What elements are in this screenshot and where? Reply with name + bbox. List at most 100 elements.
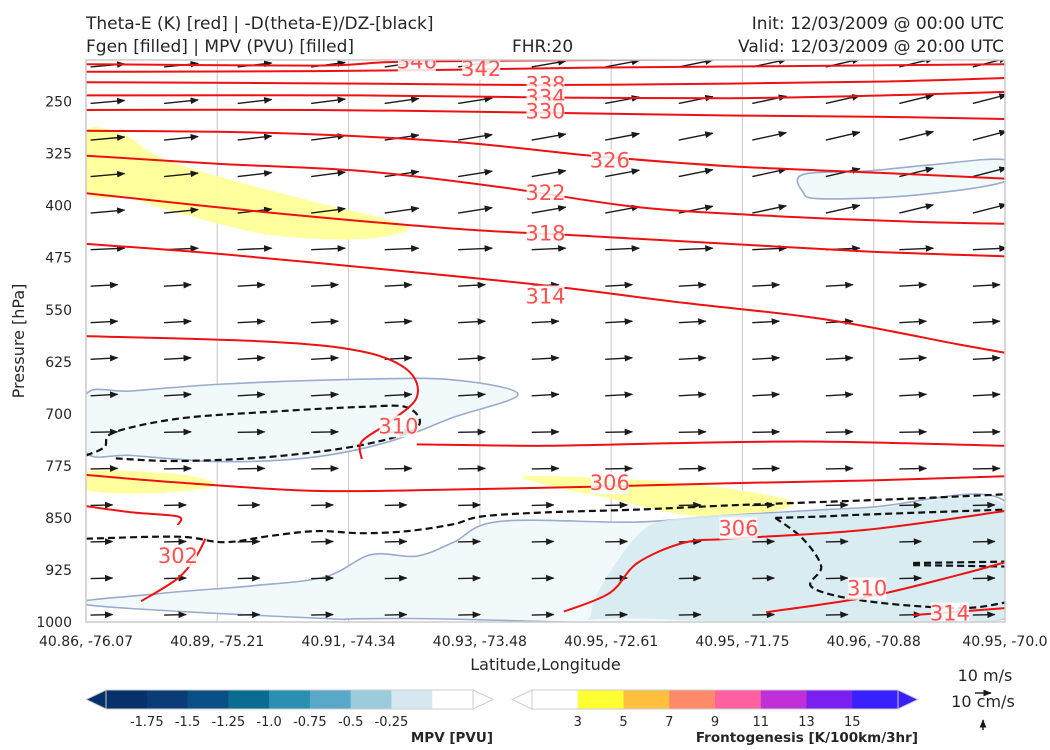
mpv-colorbar-segment bbox=[106, 690, 148, 709]
x-tick-label: 40.95, -71.75 bbox=[695, 634, 789, 650]
wind-vector bbox=[752, 245, 788, 252]
wind-vector bbox=[531, 60, 567, 68]
mpv-colorbar-segment bbox=[228, 690, 270, 709]
x-tick-label: 40.95, -72.61 bbox=[564, 634, 658, 650]
wind-vector bbox=[90, 134, 126, 142]
theta-e-label: 318 bbox=[525, 221, 565, 245]
wind-vector bbox=[605, 501, 629, 509]
wind-vector bbox=[384, 318, 413, 326]
fgen-colorbar-segment bbox=[715, 690, 762, 709]
reference-vector-label-vertical: 10 cm/s bbox=[951, 692, 1015, 711]
wind-vector bbox=[237, 611, 261, 619]
wind-vector bbox=[164, 318, 192, 326]
wind-vector bbox=[311, 318, 339, 326]
init-time: Init: 12/03/2009 @ 00:00 UTC bbox=[751, 14, 1004, 34]
wind-vector bbox=[678, 465, 707, 472]
mpv-colorbar-tick: -1.0 bbox=[256, 715, 281, 730]
y-tick-label: 325 bbox=[45, 147, 72, 163]
y-tick-label: 475 bbox=[45, 251, 72, 267]
wind-vector bbox=[458, 354, 487, 362]
theta-e-label: 346 bbox=[397, 49, 437, 73]
wind-vector bbox=[678, 318, 707, 326]
mpv-colorbar-tick: -0.5 bbox=[338, 715, 363, 730]
wind-vector bbox=[384, 538, 408, 546]
wind-vector bbox=[605, 131, 641, 141]
wind-vector bbox=[972, 281, 1001, 289]
wind-vector bbox=[458, 95, 494, 105]
wind-vector bbox=[605, 428, 634, 436]
wind-vector bbox=[458, 611, 482, 619]
wind-vector bbox=[237, 538, 261, 546]
dtheta-dz-contour bbox=[913, 560, 1005, 565]
wind-vector bbox=[237, 245, 273, 252]
wind-vector bbox=[90, 574, 114, 582]
wind-vector bbox=[678, 428, 707, 436]
mpv-colorbar-extension bbox=[472, 689, 495, 710]
wind-vector bbox=[825, 281, 854, 289]
wind-vector bbox=[899, 574, 923, 582]
wind-vector bbox=[972, 574, 996, 582]
wind-vector bbox=[899, 465, 928, 472]
wind-vector bbox=[605, 168, 641, 178]
y-tick-label: 400 bbox=[45, 199, 72, 215]
wind-vector bbox=[678, 611, 702, 619]
y-tick-label: 850 bbox=[45, 511, 72, 527]
wind-vector bbox=[752, 574, 776, 582]
wind-vector bbox=[237, 97, 273, 105]
fgen-colorbar-frame bbox=[531, 689, 899, 710]
wind-vector bbox=[458, 205, 494, 214]
title-fgen-mpv: Fgen [filled] | MPV (PVU) [filled] bbox=[86, 37, 355, 57]
y-tick-label: 1000 bbox=[36, 615, 72, 631]
fgen-colorbar-tick: 7 bbox=[665, 715, 673, 730]
wind-vector bbox=[311, 611, 334, 619]
wind-vector bbox=[899, 538, 923, 546]
wind-vector bbox=[825, 538, 849, 546]
wind-vector bbox=[164, 428, 192, 436]
dtheta-dz-contour bbox=[775, 508, 1005, 519]
wind-vector bbox=[237, 574, 261, 582]
wind-vector bbox=[531, 205, 567, 214]
y-tick-label: 550 bbox=[45, 303, 72, 319]
wind-vector bbox=[90, 281, 119, 289]
wind-vector bbox=[825, 501, 849, 509]
y-tick-label: 925 bbox=[45, 563, 72, 579]
fgen-colorbar-segment bbox=[852, 690, 899, 709]
wind-vector bbox=[531, 611, 555, 619]
wind-vector bbox=[678, 574, 702, 582]
theta-e-label: 306 bbox=[590, 471, 630, 495]
wind-vector bbox=[90, 354, 119, 362]
wind-vector bbox=[458, 391, 487, 399]
wind-vector bbox=[678, 501, 702, 509]
wind-vector bbox=[972, 538, 996, 546]
wind-vector bbox=[458, 538, 482, 546]
wind-vector bbox=[311, 281, 339, 289]
dtheta-dz-contour bbox=[86, 404, 422, 463]
theta-e-contour bbox=[86, 335, 419, 460]
theta-e-label: 322 bbox=[525, 181, 565, 205]
mpv-colorbar-segment bbox=[391, 690, 433, 709]
x-tick-label: 40.86, -76.07 bbox=[39, 634, 133, 650]
mpv-colorbar-segment bbox=[269, 690, 311, 709]
wind-vector bbox=[972, 202, 1005, 214]
wind-vector bbox=[899, 203, 935, 214]
wind-vector bbox=[384, 611, 408, 619]
wind-vector bbox=[90, 97, 126, 105]
dtheta-dz-contour bbox=[913, 564, 1005, 568]
wind-vector bbox=[458, 465, 487, 472]
wind-vector bbox=[384, 281, 413, 289]
wind-vector bbox=[90, 391, 119, 399]
fgen-colorbar-tick: 13 bbox=[798, 715, 815, 730]
wind-vector bbox=[972, 318, 1001, 326]
wind-vector bbox=[384, 245, 420, 252]
theta-e-label-bg bbox=[379, 415, 418, 438]
wind-vector bbox=[237, 133, 273, 141]
wind-vector bbox=[384, 465, 413, 472]
wind-vector bbox=[972, 428, 1001, 436]
wind-vector bbox=[899, 93, 935, 105]
y-axis-label: Pressure [hPa] bbox=[9, 284, 28, 399]
wind-vector bbox=[531, 245, 567, 252]
wind-vector bbox=[531, 354, 560, 362]
mpv-colorbar-label: MPV [PVU] bbox=[411, 730, 493, 746]
fgen-colorbar-tick: 5 bbox=[619, 715, 627, 730]
